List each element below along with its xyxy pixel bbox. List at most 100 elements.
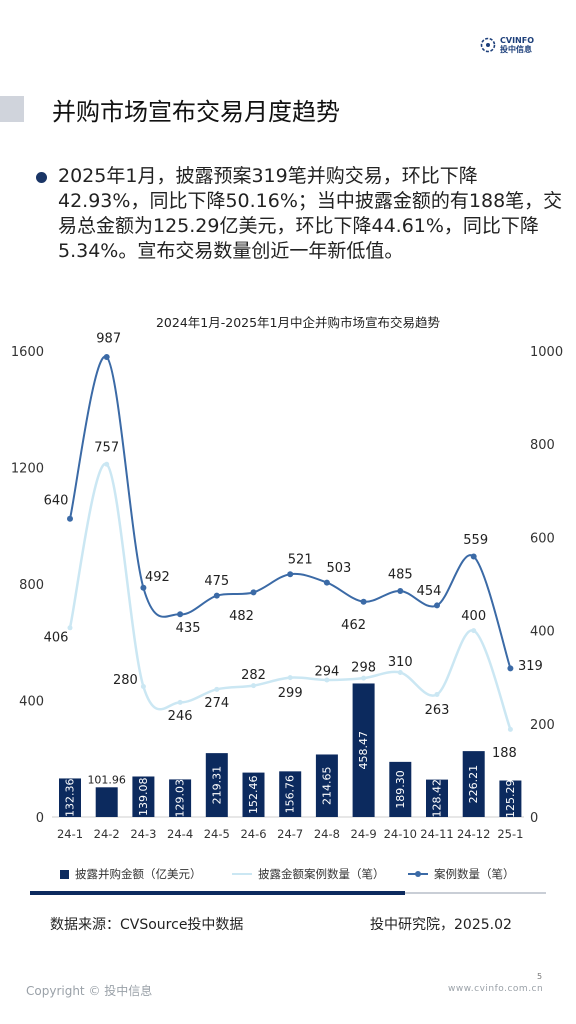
x-axis-tick: 24-6 (240, 827, 266, 841)
chart-title: 2024年1月-2025年1月中企并购市场宣布交易趋势 (156, 315, 441, 330)
page-title: 并购市场宣布交易月度趋势 (52, 98, 340, 126)
left-axis-tick: 0 (36, 811, 44, 826)
x-axis-tick: 24-8 (314, 827, 340, 841)
summary-text: 2025年1月，披露预案319笔并购交易，环比下降42.93%，同比下降50.1… (58, 165, 563, 262)
x-axis-tick: 24-1 (57, 827, 83, 841)
bar-24-7 (279, 771, 302, 817)
case-count-label: 475 (204, 574, 229, 589)
bar-24-10 (389, 761, 412, 817)
bar-label: 139.08 (137, 777, 150, 816)
disclosed-count-point (140, 684, 146, 690)
disclosed-count-point (214, 686, 220, 692)
case-count-point (360, 598, 367, 605)
bar-label: 125.29 (504, 780, 517, 819)
bar-label: 156.76 (284, 775, 297, 814)
case-count-label: 492 (145, 570, 170, 585)
disclosed-count-point (67, 625, 73, 631)
disclosed-count-label: 274 (204, 696, 229, 711)
case-count-label: 319 (518, 659, 543, 674)
case-count-label: 987 (96, 332, 121, 347)
case-count-point (397, 587, 404, 594)
x-axis-tick: 24-4 (167, 827, 193, 841)
bar-24-11 (426, 779, 448, 817)
disclosed-count-point (507, 726, 513, 732)
x-axis-tick: 24-10 (384, 827, 417, 841)
x-axis-tick: 24-7 (277, 827, 303, 841)
right-axis-tick: 0 (530, 811, 538, 826)
logo-icon (480, 37, 496, 53)
case-count-label: 559 (463, 533, 488, 548)
case-count-label: 462 (341, 618, 366, 633)
case-count-point (507, 665, 514, 672)
copyright: Copyright © 投中信息 (26, 984, 153, 998)
bar-label: 152.46 (247, 776, 260, 815)
logo-subname: 投中信息 (500, 45, 532, 54)
right-axis-tick: 400 (530, 625, 555, 640)
bar-24-2 (95, 787, 118, 817)
disclosed-count-line (68, 462, 512, 730)
title-accent-bar (0, 96, 24, 122)
legend-line-swatch (232, 873, 252, 875)
case-count-point (213, 592, 220, 599)
x-axis-tick: 24-5 (204, 827, 230, 841)
bar-24-12 (462, 751, 485, 817)
disclosed-count-point (471, 628, 477, 634)
footer-divider-light (405, 892, 546, 894)
disclosed-count-point (287, 675, 293, 681)
disclosed-count-label: 263 (425, 703, 450, 718)
trend-chart: 2024年1月-2025年1月中企并购市场宣布交易趋势 0 400 800 1200 16… (11, 315, 563, 841)
right-axis-tick: 600 (530, 531, 555, 546)
legend-bar-swatch (60, 869, 69, 879)
disclosed-count-label: 282 (241, 668, 266, 683)
left-axis-tick: 400 (19, 695, 44, 710)
disclosed-count-label: 757 (94, 441, 119, 456)
legend-label-count: 案例数量（笔） (434, 867, 515, 881)
bar-24-1 (59, 778, 81, 817)
disclosed-count-label: 280 (113, 673, 138, 688)
legend-label-disclosed: 披露金额案例数量（笔） (258, 867, 385, 881)
bar-label: 129.03 (174, 779, 187, 818)
disclosed-count-point (434, 691, 440, 697)
left-axis-tick: 800 (19, 578, 44, 593)
logo-name: CVINFO (500, 36, 534, 45)
legend-label-amount: 披露并购金额（亿美元） (75, 867, 202, 881)
disclosed-count-point (324, 677, 330, 683)
bar-label: 101.96 (87, 773, 126, 786)
website-link[interactable]: www.cvinfo.com.cn (448, 984, 544, 994)
disclosed-count-label: 299 (278, 686, 303, 701)
right-axis-tick: 800 (530, 438, 555, 453)
bar-24-8 (315, 754, 338, 817)
page-number: 5 (537, 972, 543, 981)
cvinfo-logo: CVINFO 投中信息 (480, 36, 534, 54)
case-count-label: 521 (288, 553, 313, 568)
bar-label: 214.65 (320, 766, 333, 805)
bar-label: 458.47 (357, 731, 370, 770)
disclosed-count-label: 298 (351, 661, 376, 676)
x-axis-tick: 25-1 (497, 827, 523, 841)
x-axis-tick: 24-9 (351, 827, 377, 841)
disclosed-count-label: 406 (44, 630, 69, 645)
legend-item-amount: 披露并购金额（亿美元） (60, 866, 202, 882)
case-count-point (323, 579, 330, 586)
x-axis-tick: 24-2 (94, 827, 120, 841)
case-count-label: 640 (44, 493, 69, 508)
x-axis-tick: 24-11 (420, 827, 453, 841)
right-axis-tick: 200 (530, 718, 555, 733)
case-count-label: 482 (229, 609, 254, 624)
footer-divider-dark (30, 891, 405, 895)
case-count-point (140, 584, 147, 591)
legend-item-count: 案例数量（笔） (408, 866, 515, 882)
x-axis-tick: 24-3 (130, 827, 156, 841)
case-count-point (177, 611, 184, 618)
case-count-point (250, 589, 257, 596)
bar-24-4 (169, 779, 192, 817)
left-axis-tick: 1600 (11, 345, 44, 360)
case-count-label: 435 (176, 621, 201, 636)
right-axis-tick: 1000 (530, 345, 563, 360)
case-count-label: 503 (326, 561, 351, 576)
case-count-point (434, 602, 440, 609)
disclosed-count-point (251, 683, 256, 689)
case-count-point (67, 515, 73, 522)
disclosed-count-label: 294 (314, 664, 339, 679)
disclosed-count-label: 310 (388, 655, 413, 670)
